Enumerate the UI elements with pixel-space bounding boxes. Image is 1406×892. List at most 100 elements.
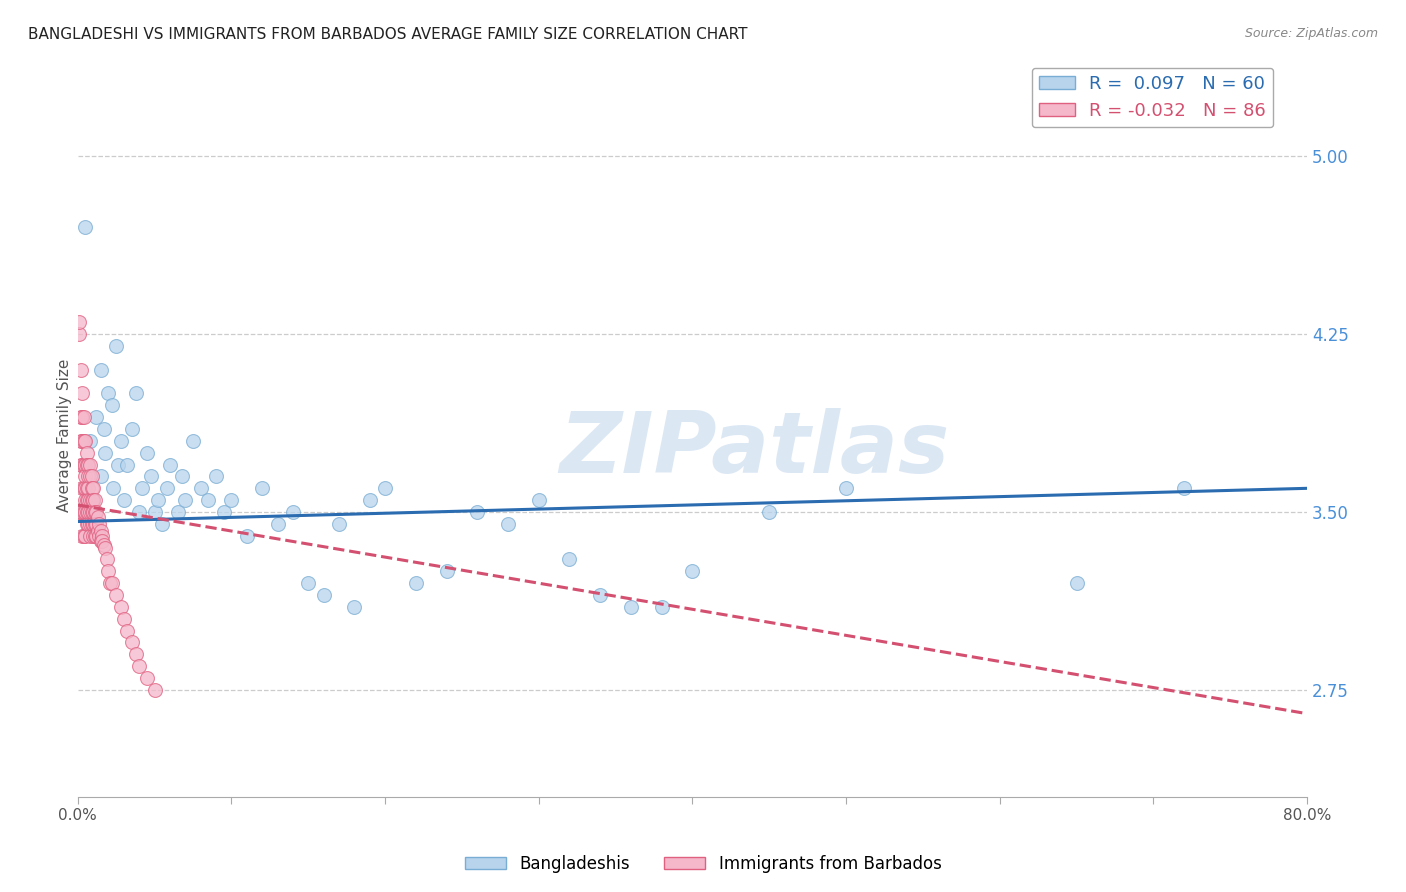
Point [359, 493, 381, 508]
Point [84, 516, 107, 531]
Point [281, 505, 304, 519]
Point [266, 516, 288, 531]
Point [128, 505, 150, 519]
Point [82, 505, 104, 519]
Point [96, 552, 118, 566]
Point [82, 493, 104, 508]
Point [297, 576, 319, 591]
Text: Source: ZipAtlas.com: Source: ZipAtlas.com [1244, 27, 1378, 40]
Point [79, 505, 101, 519]
Point [93, 422, 115, 436]
Point [90, 524, 112, 538]
Point [128, 659, 150, 673]
Point [86, 524, 108, 538]
Point [67, 315, 90, 329]
Point [73, 410, 96, 425]
Point [72, 386, 94, 401]
Point [496, 516, 519, 531]
Point [436, 565, 458, 579]
Point [72, 505, 94, 519]
Point [89, 529, 111, 543]
Point [75, 469, 97, 483]
Point [620, 599, 643, 614]
Point [110, 434, 132, 448]
Point [343, 599, 366, 614]
Point [190, 481, 212, 495]
Point [121, 422, 143, 436]
Point [76, 493, 98, 508]
Point [125, 648, 148, 662]
Text: BANGLADESHI VS IMMIGRANTS FROM BARBADOS AVERAGE FAMILY SIZE CORRELATION CHART: BANGLADESHI VS IMMIGRANTS FROM BARBADOS … [28, 27, 748, 42]
Point [75, 458, 97, 472]
Point [181, 434, 204, 448]
Point [76, 446, 98, 460]
Point [115, 624, 138, 638]
Point [589, 588, 612, 602]
Point [69, 434, 91, 448]
Point [84, 410, 107, 425]
Point [89, 516, 111, 531]
Point [84, 529, 107, 543]
Point [328, 516, 350, 531]
Point [110, 599, 132, 614]
Point [94, 541, 117, 555]
Point [94, 446, 117, 460]
Point [73, 529, 96, 543]
Point [79, 458, 101, 472]
Point [75, 220, 97, 235]
Point [69, 410, 91, 425]
Point [91, 529, 114, 543]
Point [82, 516, 104, 531]
Point [73, 505, 96, 519]
Point [73, 434, 96, 448]
Point [1066, 576, 1088, 591]
Point [558, 552, 581, 566]
Point [527, 493, 550, 508]
Point [82, 493, 104, 508]
Point [80, 481, 103, 495]
Point [67, 327, 90, 342]
Point [121, 635, 143, 649]
Point [83, 505, 105, 519]
Point [73, 458, 96, 472]
Point [107, 458, 129, 472]
Point [75, 505, 97, 519]
Point [79, 529, 101, 543]
Point [97, 565, 120, 579]
Point [80, 469, 103, 483]
Point [79, 516, 101, 531]
Point [93, 538, 115, 552]
Point [143, 682, 166, 697]
Point [79, 469, 101, 483]
Point [115, 458, 138, 472]
Point [90, 362, 112, 376]
Point [166, 505, 188, 519]
Text: ZIPatlas: ZIPatlas [558, 408, 949, 491]
Point [69, 505, 91, 519]
Point [236, 529, 259, 543]
Point [172, 469, 194, 483]
Point [90, 469, 112, 483]
Point [72, 458, 94, 472]
Point [77, 516, 100, 531]
Point [72, 529, 94, 543]
Point [80, 493, 103, 508]
Point [101, 481, 124, 495]
Point [76, 505, 98, 519]
Point [156, 481, 179, 495]
Point [73, 481, 96, 495]
Point [77, 458, 100, 472]
Point [90, 533, 112, 548]
Point [835, 481, 858, 495]
Point [112, 493, 135, 508]
Point [91, 533, 114, 548]
Point [77, 493, 100, 508]
Point [83, 529, 105, 543]
Point [758, 505, 780, 519]
Point [374, 481, 396, 495]
Point [69, 458, 91, 472]
Legend: R =  0.097   N = 60, R = -0.032   N = 86: R = 0.097 N = 60, R = -0.032 N = 86 [1032, 68, 1274, 128]
Point [150, 516, 173, 531]
Y-axis label: Average Family Size: Average Family Size [58, 359, 72, 512]
Point [159, 458, 181, 472]
